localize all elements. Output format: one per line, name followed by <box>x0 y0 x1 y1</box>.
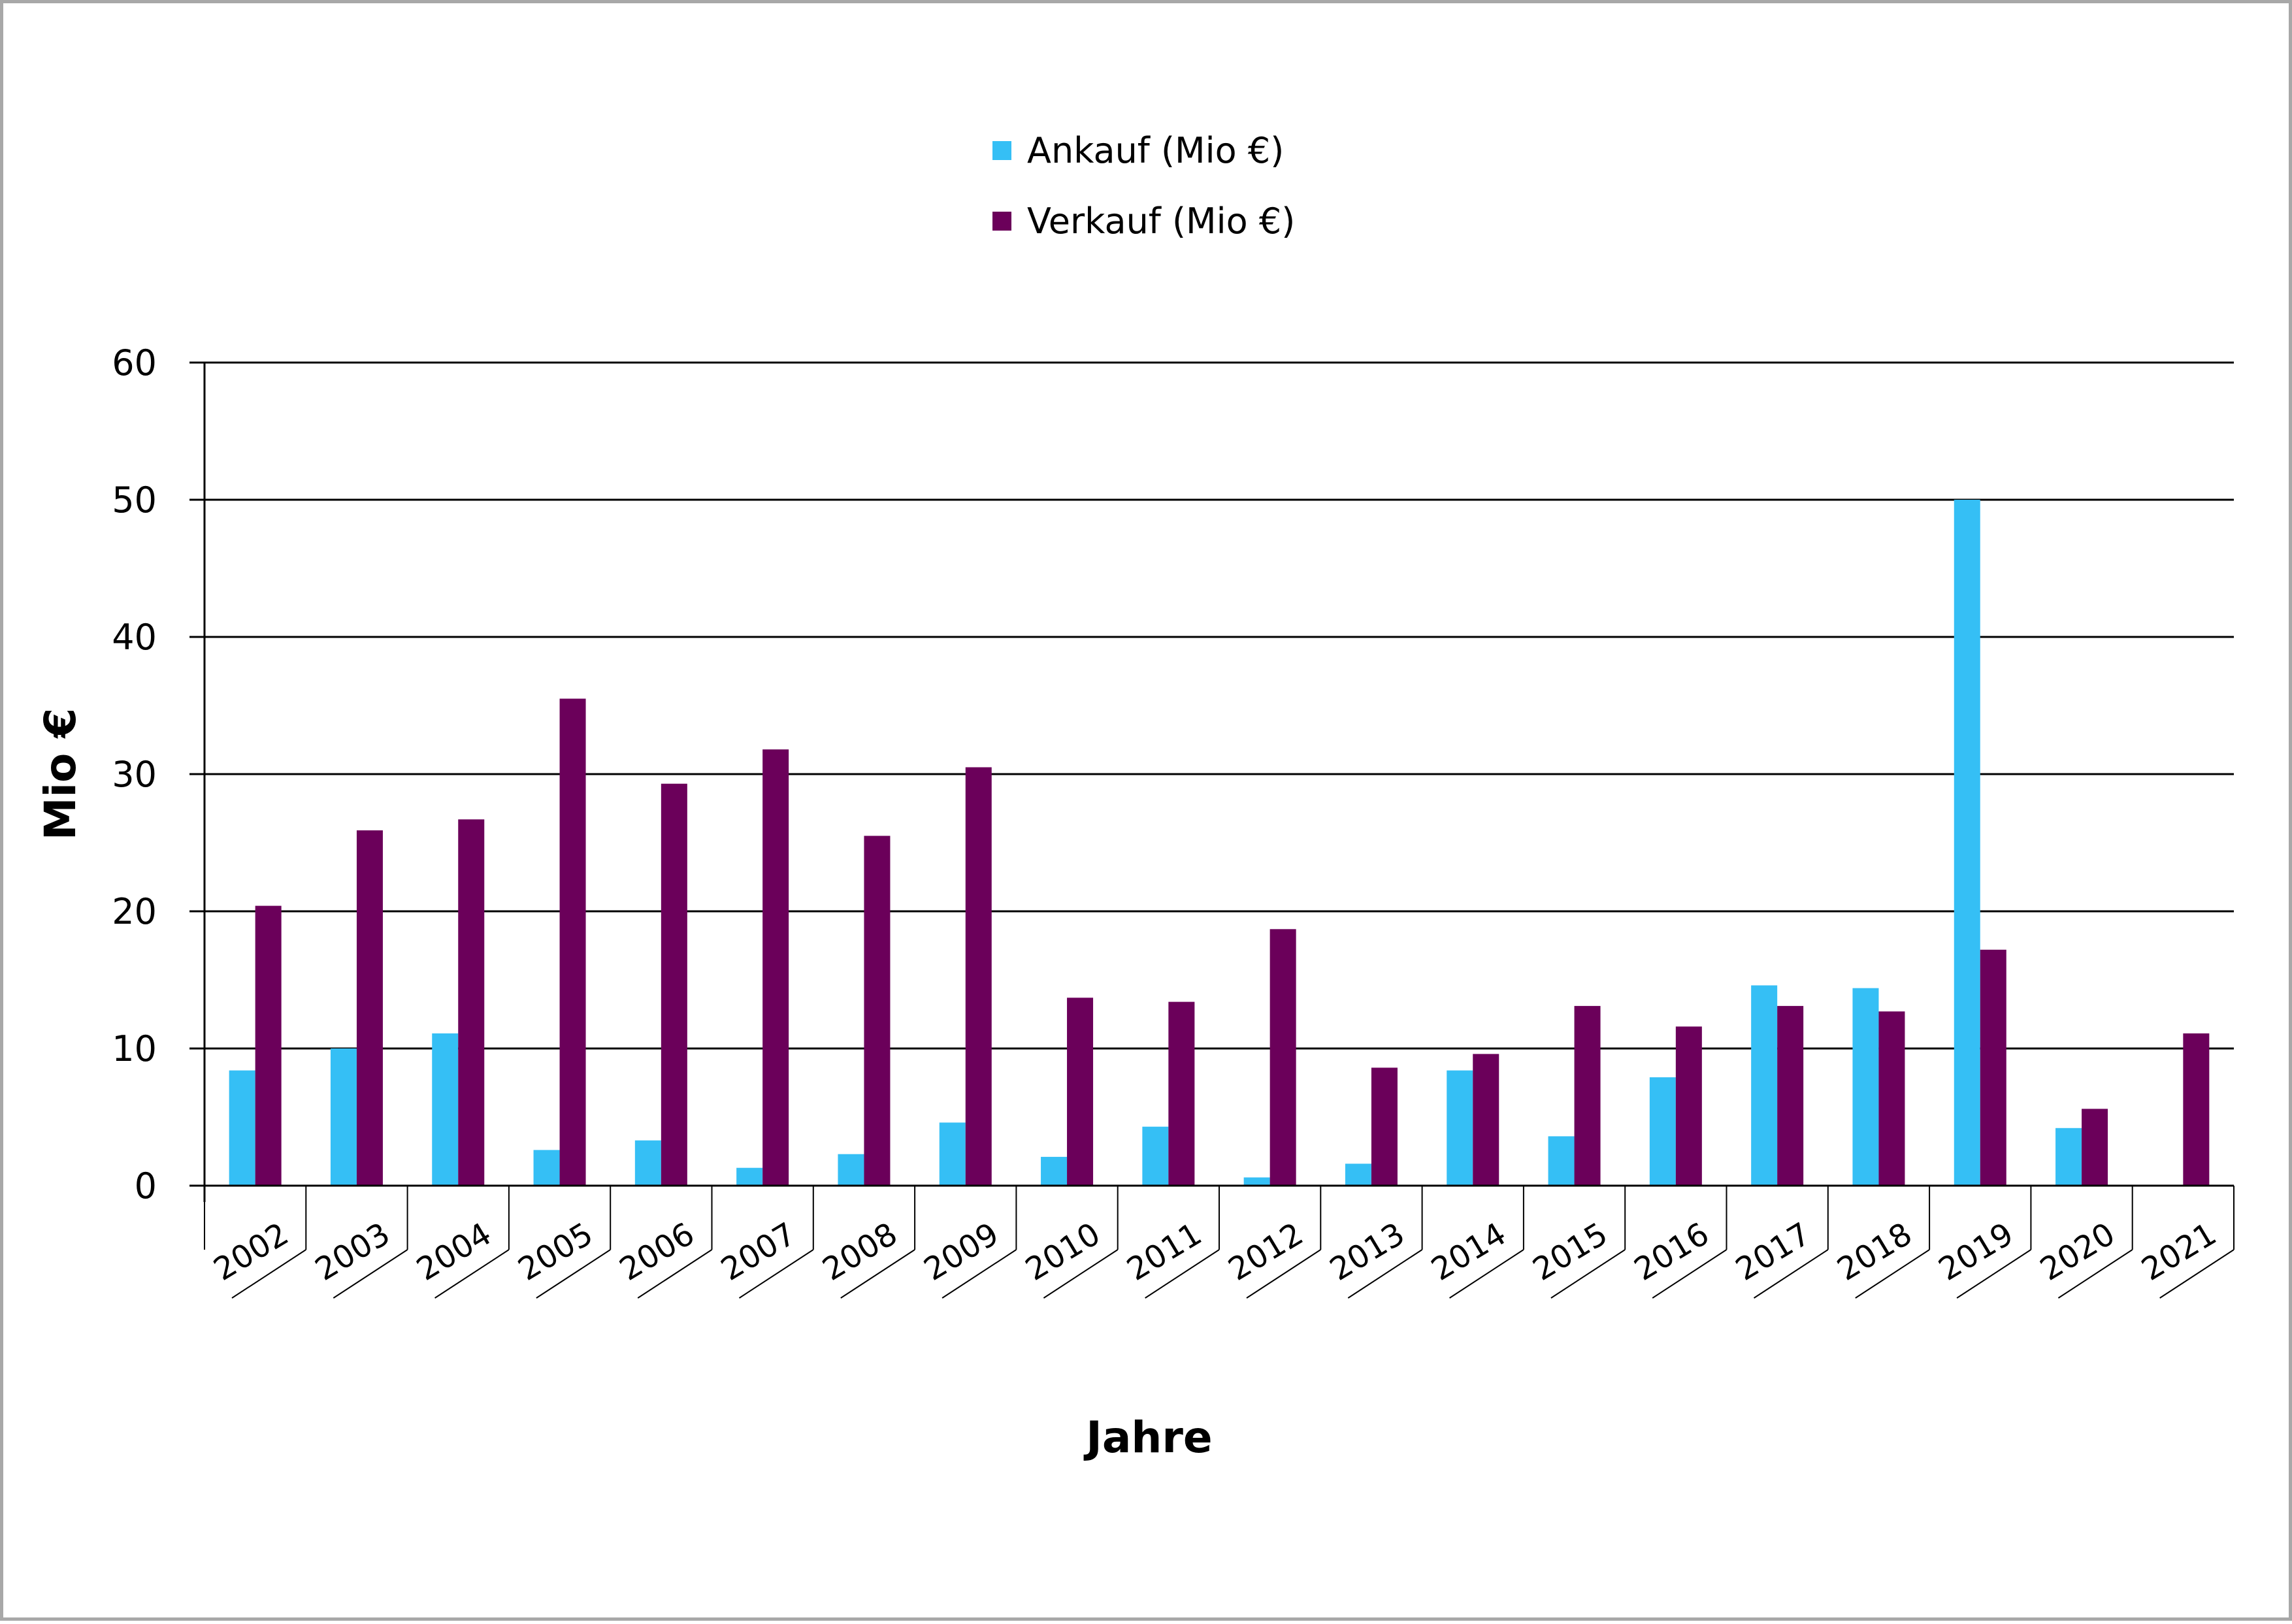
bar-ankauf-2013 <box>1345 1163 1371 1186</box>
bar-ankauf-2015 <box>1548 1136 1575 1186</box>
y-tick-label: 20 <box>112 891 157 932</box>
bar-ankauf-2007 <box>736 1167 763 1186</box>
legend-label-ankauf: Ankauf (Mio €) <box>1027 130 1284 171</box>
x-tick-baseline <box>941 1249 1017 1299</box>
x-tick-baseline <box>536 1249 611 1299</box>
bar-ankauf-2002 <box>229 1070 255 1186</box>
x-tick-baseline <box>1855 1249 1930 1299</box>
x-tick-baseline <box>2057 1249 2133 1299</box>
x-tick-baseline <box>231 1249 306 1299</box>
x-tick-label: 2010 <box>1019 1216 1107 1288</box>
x-tick-label: 2006 <box>614 1216 701 1288</box>
x-tick-label: 2012 <box>1222 1216 1310 1288</box>
x-tick-label: 2021 <box>2135 1216 2223 1288</box>
bar-verkauf-2018 <box>1878 1011 1905 1186</box>
bars <box>205 500 2234 1187</box>
x-tick-label: 2020 <box>2034 1216 2121 1288</box>
bar-ankauf-2004 <box>432 1033 459 1186</box>
bar-verkauf-2021 <box>2183 1033 2210 1186</box>
bar-ankauf-2011 <box>1142 1126 1169 1186</box>
x-tick-baseline <box>1652 1249 1727 1299</box>
x-tick-label: 2011 <box>1121 1216 1208 1288</box>
bar-verkauf-2020 <box>2082 1109 2108 1186</box>
bar-ankauf-2008 <box>838 1154 864 1186</box>
x-tick-baseline <box>1347 1249 1423 1299</box>
bar-verkauf-2013 <box>1371 1067 1398 1186</box>
x-tick-baseline <box>1246 1249 1321 1299</box>
bar-ankauf-2010 <box>1041 1156 1068 1186</box>
x-tick-baseline <box>2159 1249 2235 1299</box>
y-tick-labels: 0 10 20 30 40 50 60 <box>112 342 157 1207</box>
x-tick-baseline <box>840 1249 915 1299</box>
x-tick-baseline <box>1043 1249 1119 1299</box>
bar-ankauf-2016 <box>1649 1077 1676 1186</box>
bar-ankauf-2018 <box>1852 988 1879 1186</box>
gridlines <box>189 361 2234 1187</box>
y-tick-label: 30 <box>112 754 157 795</box>
bar-ankauf-2005 <box>533 1150 560 1186</box>
x-tick-label: 2015 <box>1527 1216 1614 1288</box>
x-tick-label: 2005 <box>512 1216 600 1288</box>
bar-verkauf-2006 <box>661 783 687 1186</box>
legend-swatch-ankauf <box>992 141 1011 160</box>
bar-verkauf-2012 <box>1269 929 1296 1186</box>
x-tick-baseline <box>738 1249 814 1299</box>
axes <box>203 363 2235 1250</box>
bar-verkauf-2019 <box>1980 949 2006 1186</box>
x-tick-label: 2004 <box>410 1216 498 1288</box>
bar-ankauf-2017 <box>1751 985 1778 1186</box>
y-tick-label: 40 <box>112 617 157 658</box>
x-tick-label: 2003 <box>309 1216 397 1288</box>
bar-verkauf-2009 <box>965 767 992 1186</box>
x-tick-label: 2019 <box>1933 1216 2020 1288</box>
bar-ankauf-2020 <box>2055 1128 2082 1186</box>
x-tick-baseline <box>434 1249 510 1299</box>
legend-label-verkauf: Verkauf (Mio €) <box>1027 201 1295 242</box>
bar-ankauf-2012 <box>1243 1177 1270 1186</box>
x-tick-label: 2008 <box>816 1216 904 1288</box>
bar-verkauf-2014 <box>1473 1054 1499 1186</box>
x-tick-label: 2016 <box>1628 1216 1716 1288</box>
y-axis-title: Mio € <box>35 708 86 841</box>
bar-verkauf-2002 <box>255 905 282 1186</box>
bar-ankauf-2014 <box>1447 1070 1473 1186</box>
bar-verkauf-2017 <box>1777 1005 1804 1186</box>
bar-verkauf-2004 <box>458 819 485 1186</box>
x-tick-baseline <box>1956 1249 2031 1299</box>
x-tick-baseline <box>333 1249 408 1299</box>
bar-verkauf-2011 <box>1168 1001 1195 1186</box>
x-tick-label: 2002 <box>208 1216 295 1288</box>
bar-verkauf-2003 <box>356 830 383 1186</box>
legend: Ankauf (Mio €) Verkauf (Mio €) <box>992 130 1295 242</box>
x-tick-baseline <box>1753 1249 1829 1299</box>
x-tick-baseline <box>1449 1249 1524 1299</box>
x-tick-label: 2018 <box>1831 1216 1918 1288</box>
bar-verkauf-2016 <box>1675 1026 1702 1186</box>
x-tick-label: 2013 <box>1324 1216 1411 1288</box>
bar-verkauf-2007 <box>762 749 789 1186</box>
y-tick-label: 50 <box>112 479 157 521</box>
bar-verkauf-2015 <box>1574 1005 1601 1186</box>
bar-verkauf-2008 <box>864 836 891 1186</box>
bar-verkauf-2005 <box>559 698 586 1186</box>
x-tick-label: 2007 <box>715 1216 802 1288</box>
x-tick-label: 2014 <box>1425 1216 1513 1288</box>
bar-ankauf-2003 <box>330 1048 357 1186</box>
y-tick-label: 10 <box>112 1028 157 1069</box>
x-tick-baseline <box>1550 1249 1626 1299</box>
x-tick-baseline <box>637 1249 713 1299</box>
legend-swatch-verkauf <box>992 212 1011 231</box>
x-axis-title: Jahre <box>1083 1412 1212 1463</box>
bar-ankauf-2009 <box>939 1122 966 1186</box>
x-tick-baseline <box>1145 1249 1220 1299</box>
y-tick-label: 60 <box>112 342 157 383</box>
bar-verkauf-2010 <box>1067 998 1094 1186</box>
x-tick-label: 2017 <box>1729 1216 1817 1288</box>
bar-ankauf-2006 <box>634 1140 661 1186</box>
y-tick-label: 0 <box>135 1165 157 1207</box>
bar-ankauf-2019 <box>1954 500 1980 1186</box>
x-tick-label: 2009 <box>918 1216 1006 1288</box>
